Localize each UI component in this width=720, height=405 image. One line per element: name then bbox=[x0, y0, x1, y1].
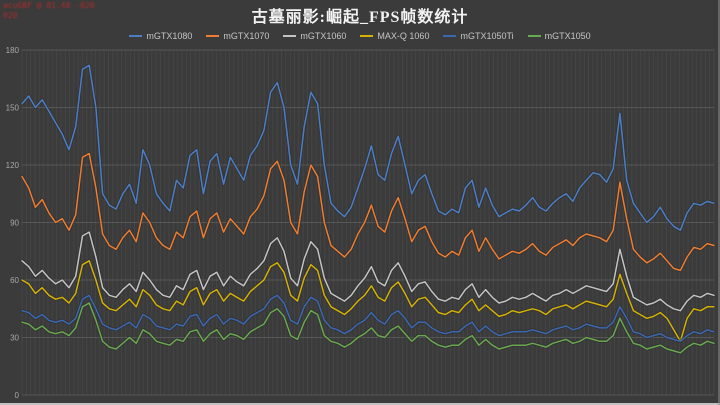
y-axis-tick-label: 120 bbox=[6, 161, 20, 170]
legend-dash-icon bbox=[129, 35, 143, 37]
legend-label: mGTX1080 bbox=[146, 31, 193, 41]
legend-dash-icon bbox=[206, 35, 220, 37]
watermark-line1: acuGBF @ 81.48 -020 bbox=[3, 1, 95, 10]
y-axis-tick-label: 60 bbox=[10, 276, 19, 285]
series-line-mGTX1080 bbox=[21, 64, 715, 231]
legend-dash-icon bbox=[283, 35, 297, 37]
chart-legend: mGTX1080 mGTX1070 mGTX1060 MAX-Q 1060 mGTX10… bbox=[0, 31, 720, 41]
legend-dash-icon bbox=[443, 35, 457, 37]
y-axis-tick-label: 30 bbox=[10, 334, 19, 343]
legend-item-mGTX1070: mGTX1070 bbox=[206, 31, 269, 41]
legend-item-mGTX1060: mGTX1060 bbox=[283, 31, 346, 41]
y-axis-tick-label: 90 bbox=[10, 219, 19, 228]
bottom-edge-line bbox=[0, 403, 720, 405]
legend-label: mGTX1050Ti bbox=[460, 31, 514, 41]
right-edge-line bbox=[718, 0, 720, 405]
legend-label: MAX-Q 1060 bbox=[377, 31, 430, 41]
legend-label: mGTX1050 bbox=[544, 31, 591, 41]
y-axis-tick-label: 0 bbox=[15, 391, 20, 400]
series-line-mGTX1070 bbox=[21, 152, 715, 272]
series-line-mGTX1050Ti bbox=[21, 294, 715, 343]
chart-title: 古墓丽影:崛起_FPS帧数统计 bbox=[251, 9, 469, 26]
legend-item-mGTX1050: mGTX1050 bbox=[527, 31, 591, 41]
legend-label: mGTX1070 bbox=[223, 31, 270, 41]
series-line-MAX-Q 1060 bbox=[21, 260, 715, 343]
y-axis-tick-label: 180 bbox=[6, 46, 20, 55]
legend-item-MAX-Q 1060: MAX-Q 1060 bbox=[360, 31, 429, 41]
legend-item-mGTX1050Ti: mGTX1050Ti bbox=[443, 31, 514, 41]
y-axis-tick-label: 150 bbox=[6, 104, 20, 113]
series-line-mGTX1060 bbox=[21, 231, 715, 312]
legend-dash-icon bbox=[527, 35, 541, 37]
watermark: acuGBF @ 81.48 -020 020 bbox=[3, 1, 95, 21]
legend-item-mGTX1080: mGTX1080 bbox=[129, 31, 192, 41]
series-line-mGTX1050 bbox=[21, 302, 715, 354]
legend-label: mGTX1060 bbox=[300, 31, 347, 41]
legend-dash-icon bbox=[360, 35, 374, 37]
watermark-line2: 020 bbox=[3, 11, 18, 20]
